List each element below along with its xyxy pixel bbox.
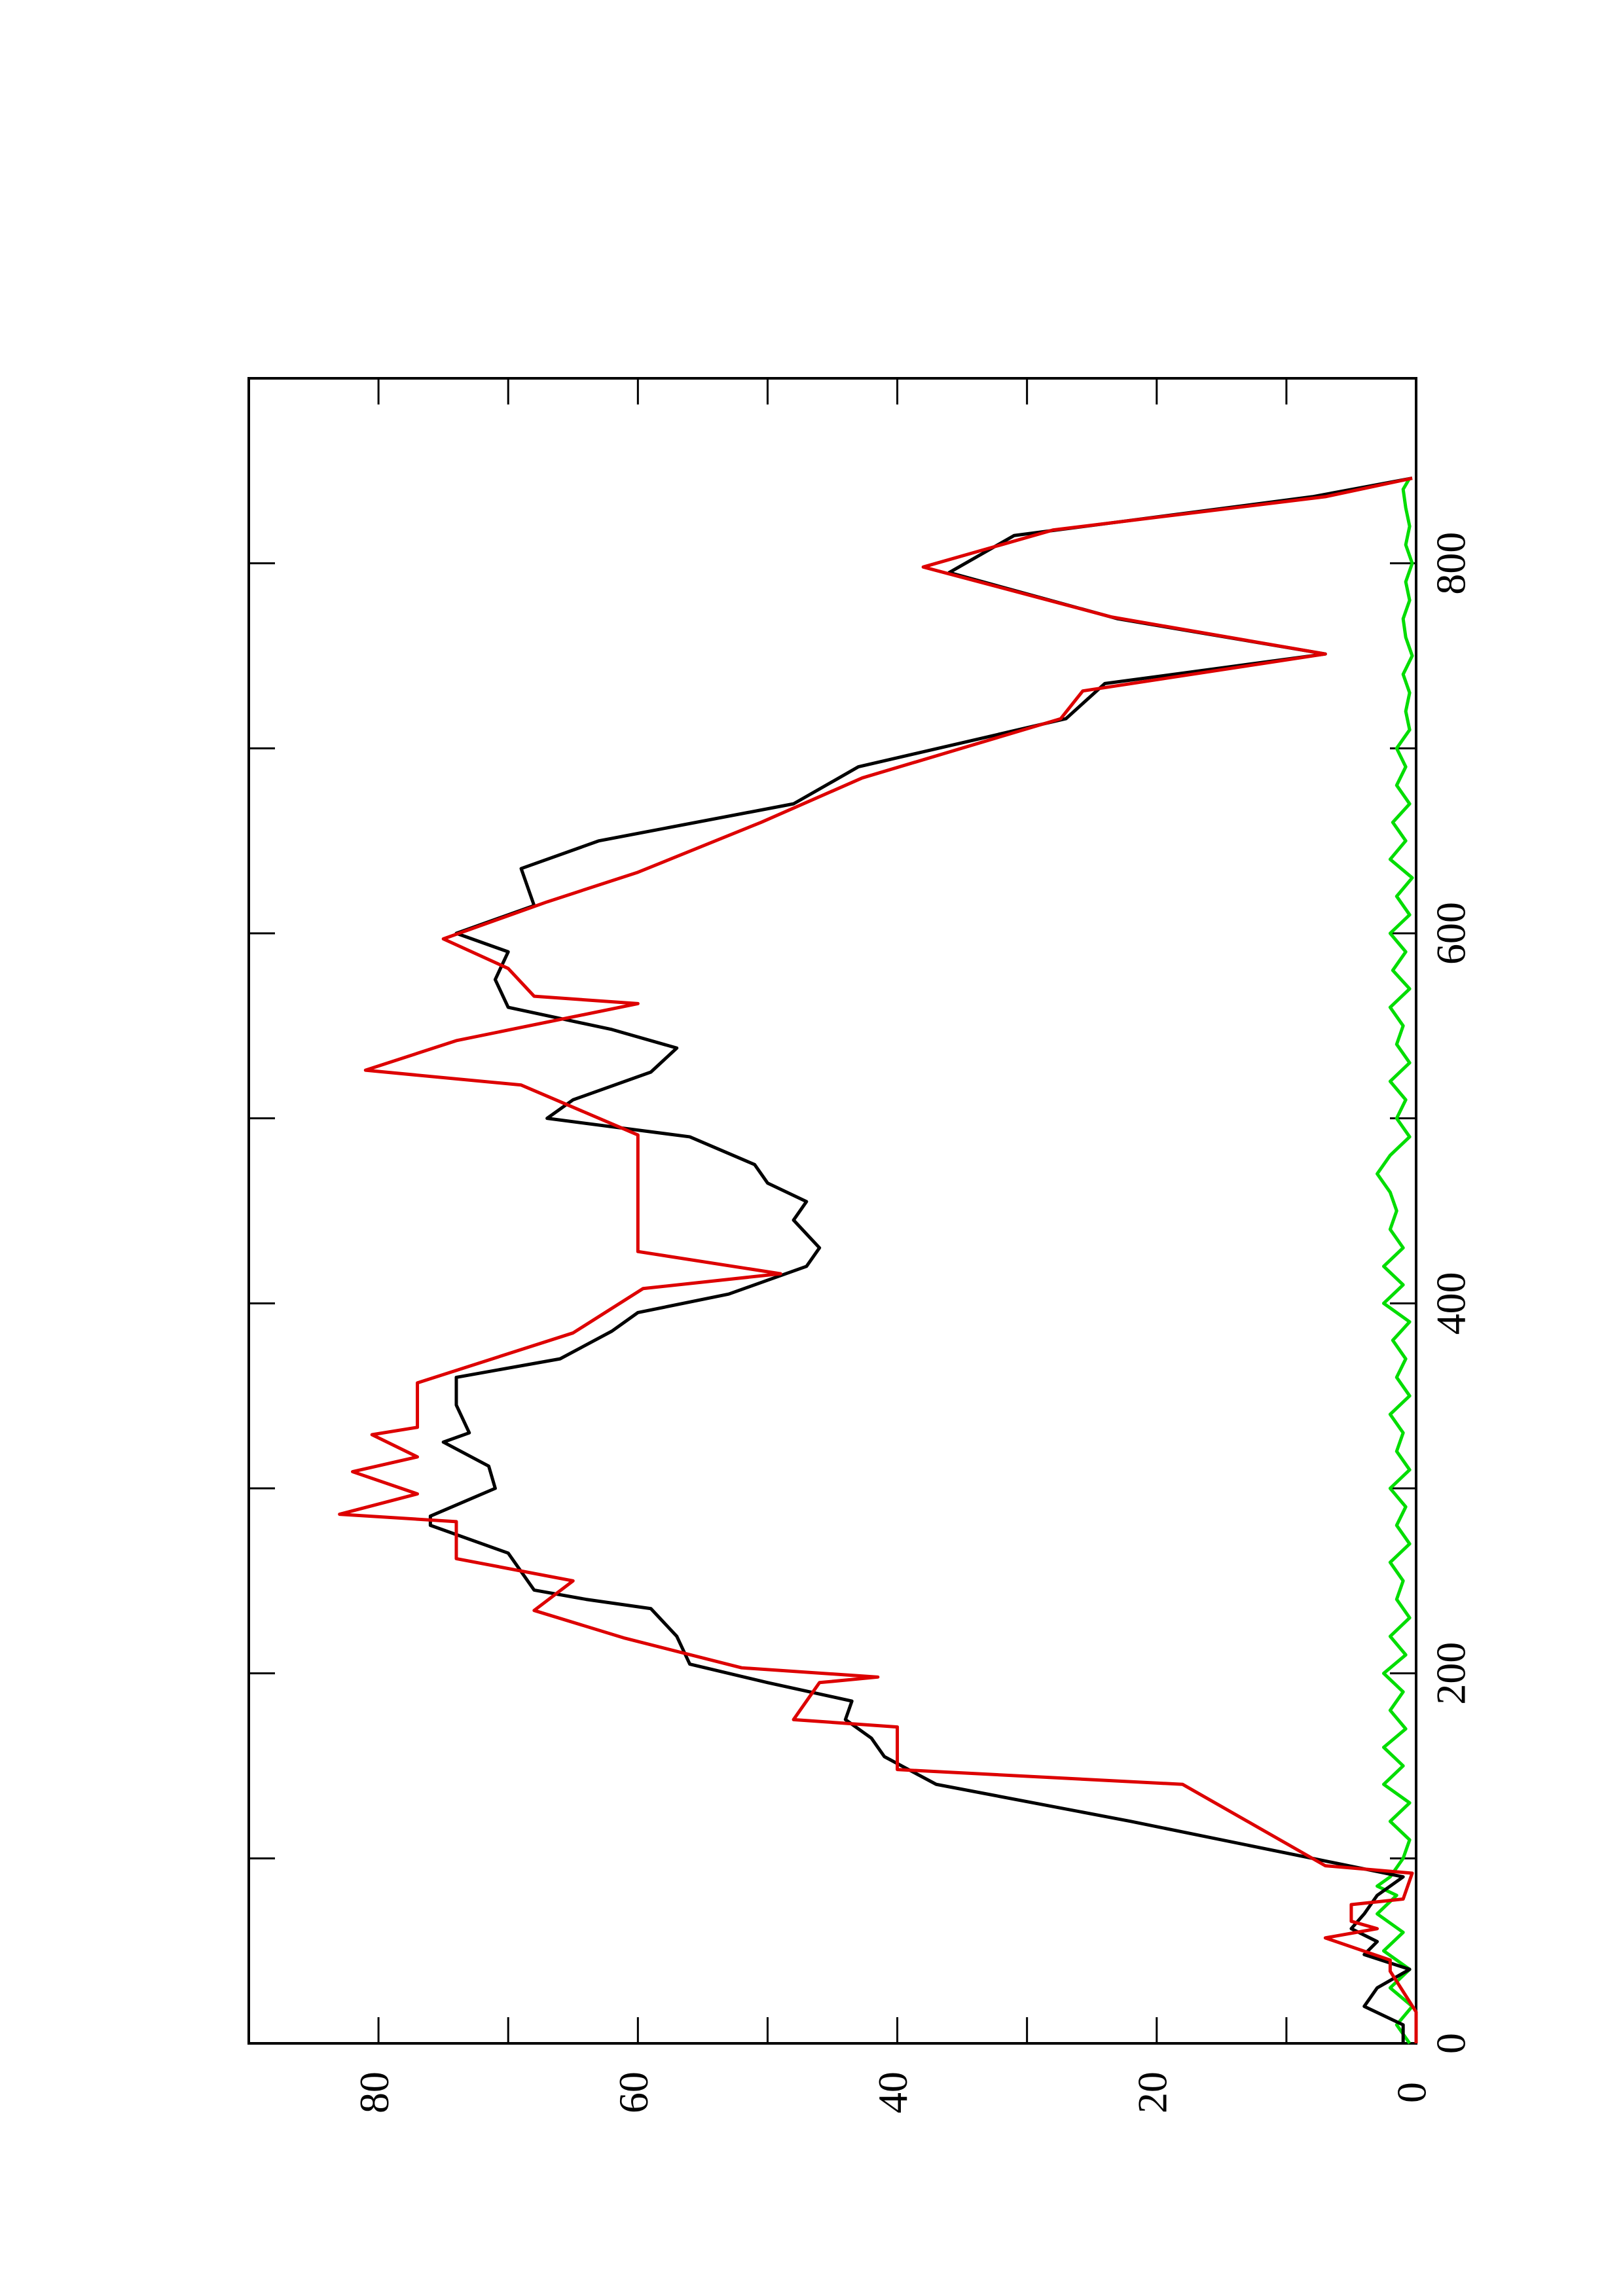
data-line: [428, 476, 1413, 2043]
x-tick-label: 0: [1428, 2033, 1474, 2054]
data-line: [338, 476, 1418, 2043]
x-tick-label: 600: [1428, 902, 1474, 965]
y-tick-label: 60: [610, 2072, 657, 2113]
x-tick-label: 800: [1428, 532, 1474, 595]
y-tick-label: 0: [1389, 2082, 1435, 2103]
x-tick-label: 400: [1428, 1272, 1474, 1335]
plot-frame: [247, 377, 1417, 2045]
data-line: [1376, 477, 1414, 2045]
y-tick-label: 80: [351, 2072, 397, 2113]
y-tick-label: 20: [1129, 2072, 1175, 2113]
x-tick-label: 200: [1428, 1642, 1474, 1705]
y-tick-label: 40: [869, 2072, 916, 2113]
